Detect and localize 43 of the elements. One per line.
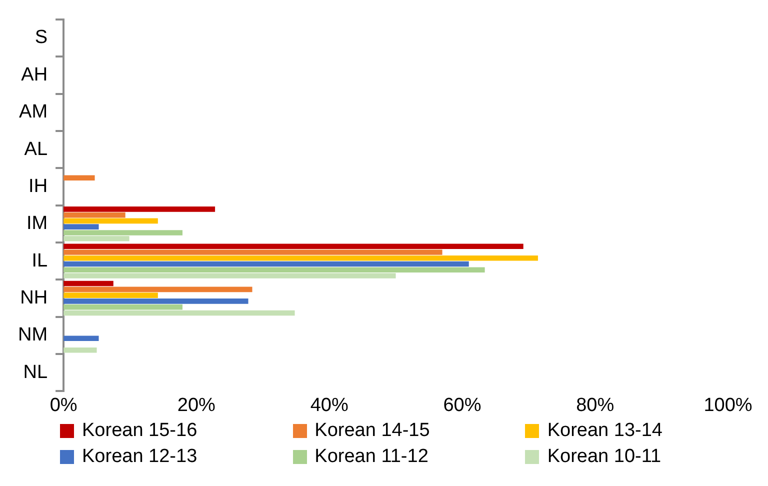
legend-label: Korean 12-13 <box>82 446 198 468</box>
x-tick-label: 100% <box>704 394 752 416</box>
bar <box>64 206 216 212</box>
bar <box>64 286 252 292</box>
bar <box>64 250 442 255</box>
bar <box>64 224 99 230</box>
bar <box>64 230 182 236</box>
legend-label: Korean 11-12 <box>314 446 428 468</box>
bar <box>64 261 469 267</box>
y-tick-label: IH <box>28 176 48 197</box>
y-tick-label: NM <box>18 324 48 346</box>
y-tick-label: S <box>34 27 48 48</box>
bar <box>64 212 126 218</box>
legend-label: Korean 14-15 <box>314 420 430 442</box>
bar <box>64 304 182 310</box>
legend-label: Korean 15-16 <box>82 420 198 442</box>
y-tick-label: IM <box>26 213 48 234</box>
bar <box>64 298 248 304</box>
bar <box>64 267 485 273</box>
legend-label: Korean 10-11 <box>547 446 662 468</box>
bar <box>64 336 99 342</box>
bar <box>64 218 158 224</box>
y-tick-label: NH <box>20 287 48 308</box>
bar <box>64 175 95 181</box>
y-tick-label: IL <box>32 250 48 272</box>
x-tick-label: 0% <box>50 394 78 416</box>
y-tick-label: NL <box>23 362 48 383</box>
bar <box>64 255 538 261</box>
bar <box>64 348 97 353</box>
y-tick-label: AM <box>19 102 48 123</box>
bar <box>64 310 295 316</box>
y-tick-label: AH <box>21 64 48 86</box>
x-tick-label: 40% <box>310 394 348 416</box>
bar <box>64 244 524 249</box>
bar <box>64 280 114 286</box>
bar <box>64 236 130 242</box>
x-tick-label: 80% <box>576 394 614 416</box>
bar <box>64 292 158 298</box>
x-tick-label: 20% <box>177 394 216 416</box>
y-tick-label: AL <box>24 138 48 160</box>
legend-label: Korean 13-14 <box>547 420 662 442</box>
x-tick-label: 60% <box>443 394 482 416</box>
bar <box>64 273 396 278</box>
